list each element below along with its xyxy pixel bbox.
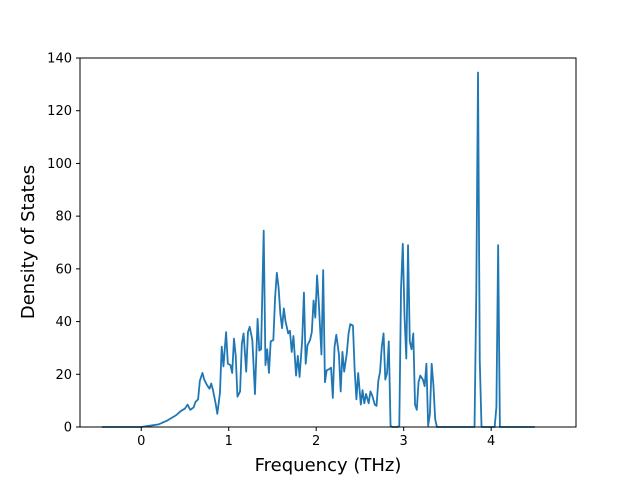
y-tick-label: 140 bbox=[47, 52, 72, 67]
y-tick-label: 100 bbox=[47, 157, 72, 172]
y-axis: 0 20 40 60 80 100 120 140 bbox=[47, 52, 80, 436]
y-tick-label: 40 bbox=[55, 315, 72, 330]
y-tick-label: 80 bbox=[55, 210, 72, 225]
x-tick-label: 4 bbox=[487, 434, 495, 449]
y-tick-label: 20 bbox=[55, 368, 72, 383]
plot-frame bbox=[79, 57, 577, 428]
y-tick-label: 60 bbox=[55, 262, 72, 277]
y-tick-label: 0 bbox=[64, 421, 72, 436]
y-tick-label: 120 bbox=[47, 104, 72, 119]
x-axis: 0 1 2 3 4 bbox=[137, 427, 495, 449]
y-axis-label: Density of States bbox=[18, 165, 39, 319]
x-tick-label: 3 bbox=[400, 434, 408, 449]
x-tick-label: 0 bbox=[137, 434, 145, 449]
x-axis-label: Frequency (THz) bbox=[255, 455, 402, 476]
plot-background bbox=[80, 58, 576, 427]
series-layer bbox=[101, 71, 535, 428]
x-tick-label: 2 bbox=[312, 434, 320, 449]
series-line-0 bbox=[101, 71, 535, 428]
x-tick-label: 1 bbox=[225, 434, 233, 449]
